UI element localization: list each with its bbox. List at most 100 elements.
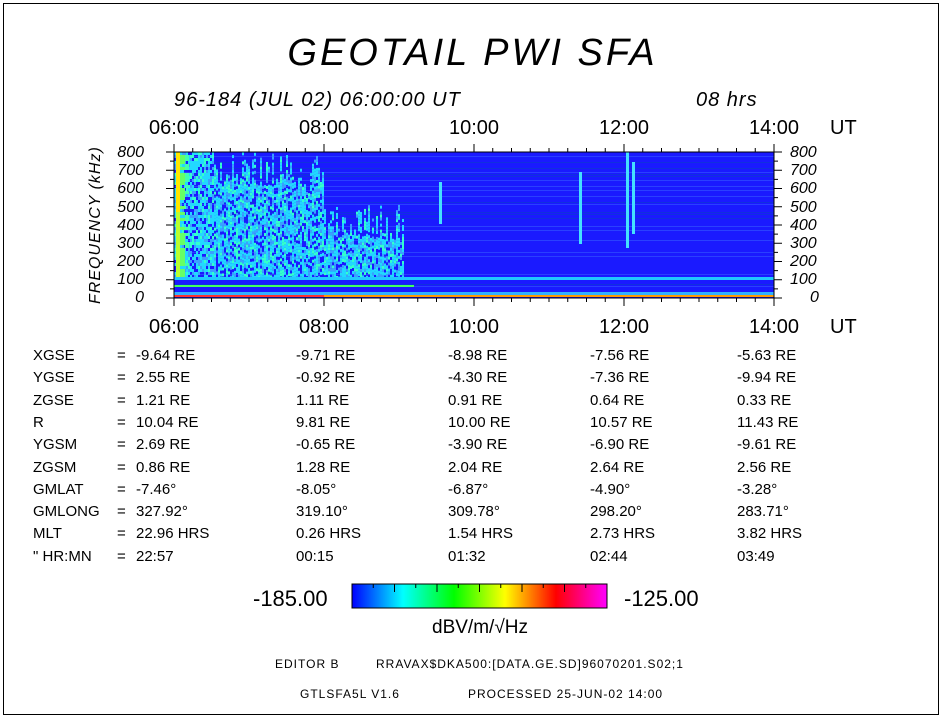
spectrogram-cell xyxy=(312,163,314,167)
spectrogram-cell xyxy=(196,242,198,245)
spectrogram-cell xyxy=(194,227,196,230)
spectrogram-cell xyxy=(286,197,288,201)
spectrogram-cell xyxy=(176,209,180,212)
spectrogram-cell xyxy=(376,245,378,249)
spectrogram-cell xyxy=(246,262,248,266)
spectrogram-cell xyxy=(360,274,362,278)
spectrogram-cell xyxy=(192,152,194,155)
spectrogram-cell xyxy=(240,196,242,200)
spectrogram-cell xyxy=(282,215,284,219)
spectrogram-cell xyxy=(324,209,326,213)
spectrogram-cell xyxy=(276,184,278,188)
spectrogram-cell xyxy=(176,179,180,182)
spectrogram-cell xyxy=(174,152,176,155)
spectrogram-cell xyxy=(210,269,212,272)
orbit-row-equals: = xyxy=(117,548,126,565)
spectrogram-cell xyxy=(185,233,189,236)
spectrogram-cell xyxy=(280,222,282,226)
spectrogram-cell xyxy=(220,273,222,277)
spectrogram-cell xyxy=(278,232,280,236)
spectrogram-cell xyxy=(264,218,266,222)
spectrogram-cell xyxy=(378,270,380,274)
spectrogram-cell xyxy=(192,197,194,200)
spectrogram-cell xyxy=(272,189,274,193)
spectrogram-cell xyxy=(384,248,386,252)
spectrogram-cell xyxy=(186,206,188,209)
spectrogram-cell xyxy=(232,215,234,219)
spectrogram-cell xyxy=(314,210,316,214)
spectrogram-cell xyxy=(232,191,234,195)
spectrogram-cell xyxy=(316,191,318,195)
spectrogram-cell xyxy=(174,227,176,230)
spectrogram-cell xyxy=(258,269,260,273)
spectrogram-cell xyxy=(268,166,270,170)
spectrogram-cell xyxy=(290,198,292,202)
spectrogram-cell xyxy=(208,218,210,221)
spectrogram-cell xyxy=(226,273,228,277)
spectrogram-cell xyxy=(310,197,312,201)
spectrogram-cell xyxy=(374,247,376,251)
spectrogram-cell xyxy=(398,213,400,217)
spectrogram-cell xyxy=(376,263,378,267)
spectrogram-cell xyxy=(270,245,272,249)
spectrogram-cell xyxy=(402,270,404,274)
spectrogram-cell xyxy=(248,228,250,232)
spectrogram-cell xyxy=(242,221,244,225)
spectrogram-cell xyxy=(238,190,240,194)
spectrogram-cell xyxy=(272,177,274,181)
spectrogram-cell xyxy=(194,158,196,161)
spectrogram-cell xyxy=(206,191,208,194)
spectrogram-cell xyxy=(180,161,185,164)
spectrogram-cell xyxy=(304,253,306,257)
spectrogram-cell xyxy=(378,273,380,277)
spectrogram-cell xyxy=(208,188,210,191)
spectrogram-cell xyxy=(206,209,208,212)
spectrogram-cell xyxy=(390,241,392,245)
spectrogram-cell xyxy=(206,224,208,227)
spectrogram-cell xyxy=(318,260,320,264)
spectrogram-cell xyxy=(222,234,224,238)
spectrogram-cell xyxy=(334,265,336,269)
spectrogram-cell xyxy=(278,238,280,242)
spectrogram-cell xyxy=(232,155,234,159)
spectrogram-cell xyxy=(200,221,202,224)
spectrogram-cell xyxy=(244,261,246,265)
spectrogram-cell xyxy=(400,250,402,254)
spectrogram-cell xyxy=(264,251,266,255)
spectrogram-cell xyxy=(240,253,242,257)
spectrogram-cell xyxy=(322,262,324,266)
spectrogram-cell xyxy=(286,170,288,174)
spectrogram-cell xyxy=(376,239,378,243)
spectrogram-cell xyxy=(266,248,268,252)
orbit-value: 298.20° xyxy=(590,503,642,520)
spectrogram-cell xyxy=(276,196,278,200)
spectrogram-cell xyxy=(190,191,192,194)
spectrogram-cell xyxy=(308,196,310,200)
spectrogram-cell xyxy=(240,241,242,245)
spectrogram-cell xyxy=(338,267,340,271)
spectrogram-cell xyxy=(298,201,300,205)
spectrogram-cell xyxy=(244,162,246,166)
spectrogram-cell xyxy=(196,215,198,218)
spectrogram-cell xyxy=(206,248,208,251)
spectrogram-cell xyxy=(214,170,216,174)
spectrogram-cell xyxy=(308,250,310,254)
spectrogram-cell xyxy=(282,206,284,210)
spectrogram-cell xyxy=(264,209,266,213)
spectrogram-cell xyxy=(284,196,286,200)
spectrogram-cell xyxy=(354,253,356,257)
spectrogram-cell xyxy=(185,215,189,218)
spectrogram-cell xyxy=(194,182,196,185)
spectrogram-cell xyxy=(224,223,226,227)
spectrogram-cell xyxy=(252,159,254,163)
spectrogram-cell xyxy=(228,175,230,179)
spectrogram-cell xyxy=(266,272,268,276)
spectrogram-cell xyxy=(384,266,386,270)
spectrogram-cell xyxy=(314,243,316,247)
spectrogram-cell xyxy=(314,174,316,178)
spectrogram-cell xyxy=(298,189,300,193)
spectrogram-cell xyxy=(286,215,288,219)
spectrogram-cell xyxy=(230,257,232,261)
spectrogram-cell xyxy=(282,203,284,207)
orbit-value: 2.69 RE xyxy=(136,436,191,453)
